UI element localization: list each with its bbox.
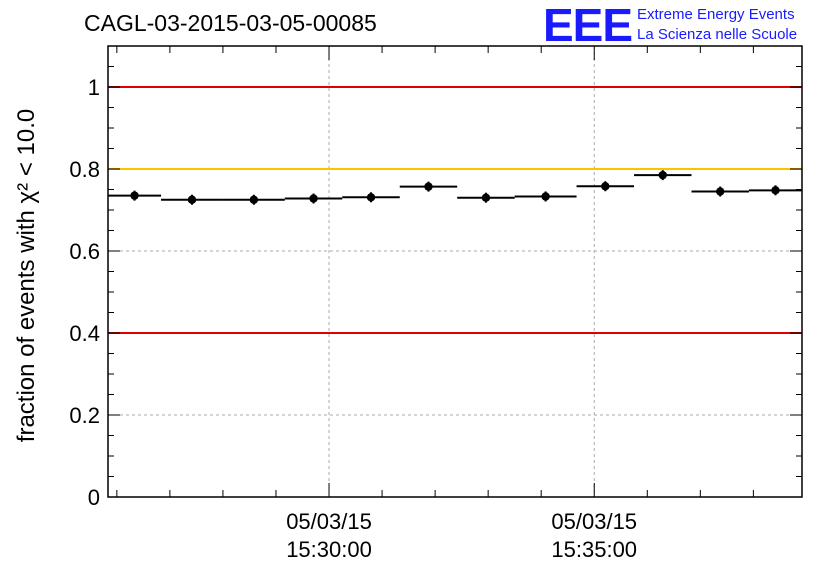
logo-line-1: Extreme Energy Events — [637, 6, 795, 23]
y-tick-label: 0.8 — [69, 157, 100, 182]
y-tick-label: 0.6 — [69, 239, 100, 264]
data-point-marker — [309, 194, 318, 203]
data-point — [161, 194, 223, 205]
data-point — [284, 193, 343, 204]
data-point-marker — [424, 182, 433, 191]
data-point — [691, 186, 749, 197]
x-tick-label-time: 15:30:00 — [286, 537, 372, 562]
data-point — [342, 192, 400, 203]
data-point — [457, 192, 515, 203]
data-point — [748, 185, 802, 196]
eee-logo: EEE Extreme Energy Events La Scienza nel… — [543, 0, 833, 51]
plot-frame — [107, 45, 803, 498]
y-tick-label: 0 — [88, 485, 100, 510]
data-point-marker — [541, 192, 550, 201]
data-point — [399, 181, 458, 192]
y-tick-label: 1 — [88, 75, 100, 100]
data-point-marker — [249, 195, 259, 204]
x-tick-label-date: 05/03/15 — [286, 509, 372, 534]
data-point-marker — [716, 187, 725, 196]
y-axis-label: fraction of events with χ² < 10.0 — [13, 109, 40, 442]
x-tick-label-time: 15:35:00 — [551, 537, 637, 562]
data-point-marker — [601, 182, 610, 191]
data-point-marker — [366, 193, 376, 202]
data-point-marker — [481, 193, 491, 202]
data-point-marker — [187, 195, 197, 204]
logo-mark: EEE — [543, 0, 633, 51]
data-point-marker — [658, 170, 667, 180]
data-point — [634, 170, 692, 181]
data-point — [514, 191, 577, 202]
y-tick-label: 0.2 — [69, 403, 100, 428]
chart-title: CAGL-03-2015-03-05-00085 — [84, 10, 377, 36]
y-tick-label: 0.4 — [69, 321, 100, 346]
data-point — [222, 194, 285, 205]
data-point — [576, 181, 635, 192]
logo-line-2: La Scienza nelle Scuole — [637, 26, 798, 43]
data-point-marker — [771, 186, 780, 195]
x-tick-label-date: 05/03/15 — [551, 509, 637, 534]
data-point — [108, 190, 162, 201]
data-point-marker — [130, 191, 139, 200]
